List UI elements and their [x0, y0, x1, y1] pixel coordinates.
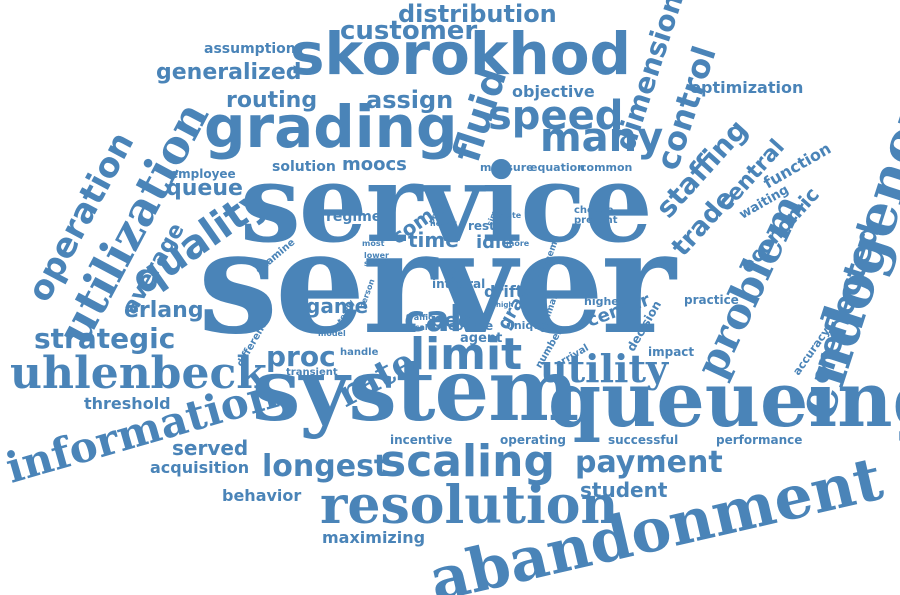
word-queueing: queueing [548, 355, 900, 444]
word-erlang: erlang [124, 298, 204, 323]
word-acquisition: acquisition [150, 458, 250, 477]
word-traffic: traffic [406, 313, 433, 322]
word-solve: solve [364, 259, 388, 268]
word-unique: unique [506, 319, 549, 332]
word-course: course [448, 319, 494, 333]
word-integral: integral [432, 277, 486, 291]
word-maximizing: maximizing [322, 528, 426, 547]
word-queue: queue [166, 176, 243, 201]
word-threshold: threshold [84, 394, 171, 413]
word-performance: performance [716, 433, 803, 447]
word-agent: agent [460, 331, 503, 346]
word-present: present [574, 215, 618, 226]
word-uhlenbeck: uhlenbeck [10, 348, 267, 399]
word-grading: grading [204, 93, 458, 161]
word-game: game [306, 294, 369, 318]
word-call: call [404, 299, 475, 340]
word-server: server [198, 200, 676, 366]
word-successful: successful [608, 433, 679, 447]
word-service: service [240, 141, 653, 267]
word-higher: higher [584, 295, 625, 308]
word-equation: equation [530, 161, 586, 174]
word-utility: utility [540, 346, 669, 391]
word-high: high [496, 301, 514, 309]
word-state: state [498, 211, 522, 220]
word-assign: assign [366, 86, 454, 114]
word-proc: proc [266, 340, 336, 373]
word-choose: choose [574, 205, 614, 216]
word-distribution: distribution [398, 0, 557, 28]
word-optimization: optimization [690, 78, 804, 97]
word-student: student [580, 478, 668, 502]
word-strategic: strategic [34, 322, 176, 355]
word-served: served [172, 436, 249, 460]
word-operating: operating [500, 433, 566, 447]
word-payment: payment [575, 445, 723, 480]
word-transient: transient [286, 367, 338, 378]
word-system: system [252, 340, 579, 441]
word-regime: regime [326, 209, 382, 225]
word-more: more [506, 239, 530, 248]
word-heavy: heavy [430, 219, 457, 228]
word-longest: longest [262, 449, 389, 484]
word-routing: routing [226, 88, 318, 113]
word-employee: employee [170, 167, 236, 181]
word-result: result [468, 219, 508, 233]
word-many: many [540, 115, 664, 161]
word-drift: drift [484, 282, 524, 301]
word-handle: handle [340, 347, 379, 358]
word-idle: idle [476, 232, 514, 253]
word-peer: peer [430, 308, 482, 332]
word-limit: limit [410, 329, 523, 380]
word-model: model [318, 329, 346, 338]
word-customer: customer [340, 16, 478, 46]
word-objective: objective [512, 82, 595, 101]
word-resolution: resolution [320, 475, 619, 536]
word-skorokhod: skorokhod [290, 20, 632, 88]
word-assumption: assumption [204, 41, 296, 57]
word-behavior: behavior [222, 486, 302, 505]
word-speed: speed [488, 93, 624, 139]
word-practice: practice [684, 293, 739, 307]
word-generalized: generalized [156, 60, 302, 85]
word-time: time [408, 228, 459, 252]
word-impact: impact [648, 345, 695, 359]
word-scale: scale [410, 323, 434, 332]
word-most: most [362, 239, 385, 248]
word-lower: lower [364, 251, 389, 260]
word-scaling: scaling [380, 436, 555, 487]
word-solution: solution [272, 159, 336, 175]
word-measure: measure [480, 161, 534, 174]
word-incentive: incentive [390, 433, 453, 447]
word-moocs: moocs [342, 154, 407, 175]
word-common: common [580, 161, 633, 174]
